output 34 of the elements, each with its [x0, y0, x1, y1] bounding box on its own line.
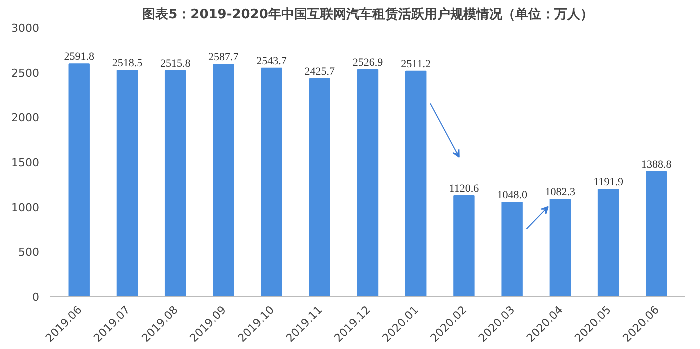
y-tick-label: 2000 [12, 112, 40, 125]
y-tick-label: 1000 [12, 201, 40, 214]
data-label: 1191.9 [594, 176, 624, 189]
data-label: 1120.6 [449, 183, 480, 196]
bar [454, 196, 475, 296]
data-label: 1388.8 [642, 158, 672, 171]
data-label: 2526.9 [352, 56, 384, 69]
data-label: 2425.7 [304, 66, 336, 78]
bar [550, 198, 572, 296]
bar [213, 64, 234, 296]
data-label: 2518.5 [112, 58, 144, 70]
y-tick-label: 500 [18, 246, 40, 260]
bar [406, 70, 427, 296]
bar [261, 68, 282, 296]
y-tick-label: 2500 [12, 66, 40, 80]
bar [646, 171, 668, 296]
data-label: 1048.0 [497, 190, 528, 202]
y-tick-label: 1500 [12, 156, 40, 170]
bar [68, 64, 90, 296]
bar [309, 78, 330, 296]
data-label: 2587.7 [208, 51, 240, 64]
data-label: 2543.7 [256, 55, 288, 68]
y-tick-label: 3000 [12, 22, 40, 35]
y-tick-label: 0 [32, 291, 40, 304]
bar [164, 70, 186, 296]
data-label: 2515.8 [160, 58, 192, 70]
data-label: 1082.3 [545, 186, 576, 198]
chart-title: 图表5：2019-2020年中国互联网汽车租赁活跃用户规模情况（单位：万人） [142, 6, 594, 22]
data-label: 2511.2 [401, 58, 432, 70]
bar [116, 70, 138, 296]
bar [598, 189, 620, 296]
bar [502, 202, 523, 296]
data-label: 2591.8 [64, 51, 95, 64]
bar [357, 69, 379, 296]
